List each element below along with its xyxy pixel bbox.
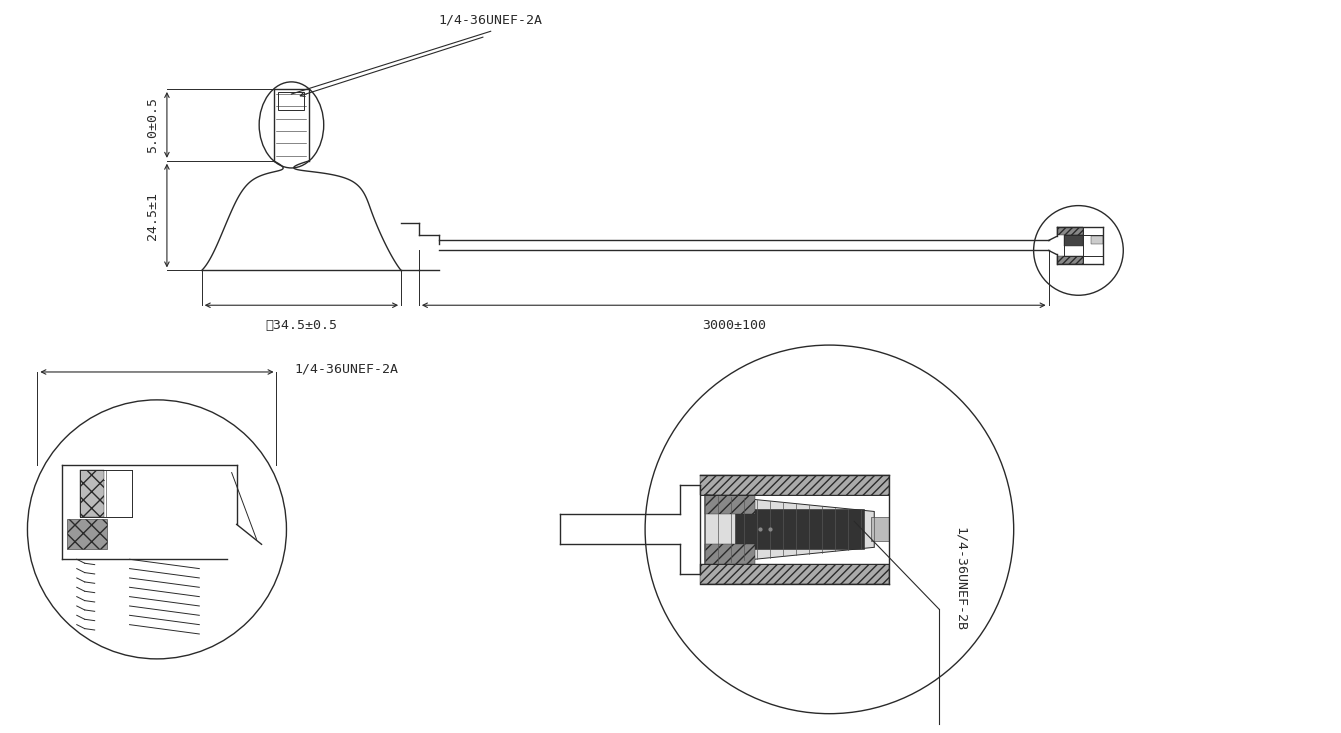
Text: 1/4-36UNEF-2B: 1/4-36UNEF-2B (953, 527, 967, 631)
Bar (700, 474, 889, 495)
Bar (1057, 226, 1084, 235)
Bar (872, 517, 889, 542)
Bar (735, 509, 864, 549)
Polygon shape (705, 495, 755, 515)
Text: ̀34.5±0.5: ̀34.5±0.5 (266, 319, 338, 332)
Text: 3000±100: 3000±100 (701, 319, 766, 332)
Bar (1092, 237, 1104, 245)
Bar (1063, 235, 1084, 246)
Polygon shape (705, 545, 755, 564)
Text: 1/4-36UNEF-2A: 1/4-36UNEF-2A (295, 363, 398, 375)
Text: 24.5±1: 24.5±1 (146, 191, 160, 240)
Bar (700, 564, 889, 584)
Bar (279, 92, 304, 110)
Bar (67, 520, 107, 549)
Bar (1057, 257, 1084, 265)
Bar (80, 470, 103, 517)
Text: 1/4-36UNEF-2A: 1/4-36UNEF-2A (439, 13, 543, 26)
Polygon shape (705, 495, 874, 564)
Text: 5.0±0.5: 5.0±0.5 (146, 97, 160, 153)
